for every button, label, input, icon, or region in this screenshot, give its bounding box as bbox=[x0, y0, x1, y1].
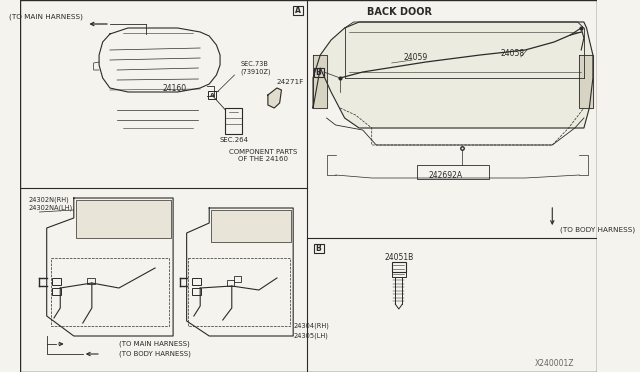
Text: 24160: 24160 bbox=[163, 83, 186, 93]
Text: 24305(LH): 24305(LH) bbox=[293, 333, 328, 339]
Polygon shape bbox=[313, 22, 593, 128]
Text: (TO MAIN HARNESS): (TO MAIN HARNESS) bbox=[9, 14, 83, 20]
Bar bbox=[293, 6, 303, 15]
Text: (TO BODY HARNESS): (TO BODY HARNESS) bbox=[559, 227, 635, 233]
Bar bbox=[417, 165, 489, 179]
Bar bbox=[392, 262, 406, 272]
Text: 24302NA(LH): 24302NA(LH) bbox=[29, 205, 73, 211]
Bar bbox=[392, 272, 406, 277]
Bar bbox=[76, 200, 172, 238]
Bar bbox=[87, 278, 95, 284]
Text: 24271F: 24271F bbox=[277, 79, 304, 85]
Bar bbox=[208, 91, 216, 99]
Text: SEC.73B
(73910Z): SEC.73B (73910Z) bbox=[241, 61, 271, 75]
Bar bbox=[52, 288, 61, 295]
Text: 24059: 24059 bbox=[403, 52, 428, 61]
Text: BACK DOOR: BACK DOOR bbox=[367, 7, 432, 17]
Text: COMPONENT PARTS
OF THE 24160: COMPONENT PARTS OF THE 24160 bbox=[229, 148, 298, 161]
Text: A: A bbox=[295, 6, 301, 15]
Text: A: A bbox=[209, 93, 214, 97]
Bar bbox=[314, 68, 324, 77]
Bar bbox=[192, 288, 201, 295]
Bar bbox=[227, 280, 234, 286]
Bar bbox=[314, 244, 324, 253]
Bar bbox=[192, 278, 201, 285]
Bar bbox=[211, 210, 291, 242]
Text: 24058: 24058 bbox=[501, 48, 525, 58]
Bar bbox=[188, 258, 291, 326]
Text: SEC.264: SEC.264 bbox=[219, 137, 248, 143]
Bar bbox=[52, 278, 61, 285]
Text: X240001Z: X240001Z bbox=[534, 359, 574, 369]
Bar bbox=[234, 276, 241, 282]
Text: 24302N(RH): 24302N(RH) bbox=[29, 197, 69, 203]
Text: (TO MAIN HARNESS): (TO MAIN HARNESS) bbox=[119, 341, 189, 347]
Polygon shape bbox=[579, 55, 593, 108]
Text: B: B bbox=[316, 244, 321, 253]
Text: (TO BODY HARNESS): (TO BODY HARNESS) bbox=[119, 351, 191, 357]
Text: 242692A: 242692A bbox=[429, 170, 463, 180]
Polygon shape bbox=[313, 55, 326, 108]
Bar bbox=[225, 108, 242, 134]
Text: 24304(RH): 24304(RH) bbox=[293, 323, 329, 329]
Bar bbox=[51, 258, 168, 326]
Text: B: B bbox=[316, 67, 321, 77]
Text: 24051B: 24051B bbox=[384, 253, 413, 262]
Polygon shape bbox=[268, 88, 282, 108]
